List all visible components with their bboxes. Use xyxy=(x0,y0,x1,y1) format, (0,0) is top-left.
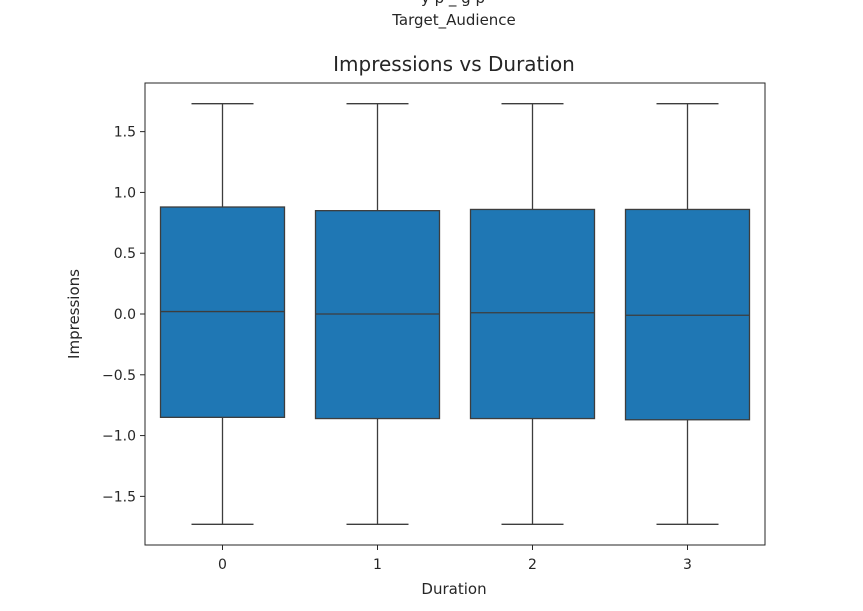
box-1 xyxy=(314,103,441,525)
x-tick-label: 2 xyxy=(528,557,537,573)
previous-chart-xlabel: Target_Audience xyxy=(391,11,516,30)
x-tick-label: 1 xyxy=(373,557,382,573)
y-tick-label: −1.5 xyxy=(102,489,136,505)
plot-frame xyxy=(144,82,766,546)
box-group xyxy=(159,103,751,525)
y-tick-label: 0.5 xyxy=(114,246,136,262)
y-tick-label: −0.5 xyxy=(102,368,136,384)
y-tick-label: 0.0 xyxy=(114,307,136,323)
x-axis-ticks: 0 1 2 3 xyxy=(218,545,692,573)
chart-title: Impressions vs Duration xyxy=(333,52,575,76)
box-2 xyxy=(469,103,596,525)
top-clipped-text: y p _ g p xyxy=(421,0,485,8)
y-tick-label: −1.0 xyxy=(102,429,136,445)
x-tick-label: 0 xyxy=(218,557,227,573)
x-tick-label: 3 xyxy=(683,557,692,573)
x-axis-label: Duration xyxy=(421,580,486,598)
box-3 xyxy=(624,103,751,525)
y-axis-ticks: −1.5 −1.0 −0.5 0.0 0.5 1.0 1.5 xyxy=(102,125,145,505)
box-0 xyxy=(159,103,286,525)
iqr-box xyxy=(469,208,596,420)
y-tick-label: 1.5 xyxy=(114,125,136,141)
y-tick-label: 1.0 xyxy=(114,185,136,201)
y-axis-label: Impressions xyxy=(65,269,83,359)
